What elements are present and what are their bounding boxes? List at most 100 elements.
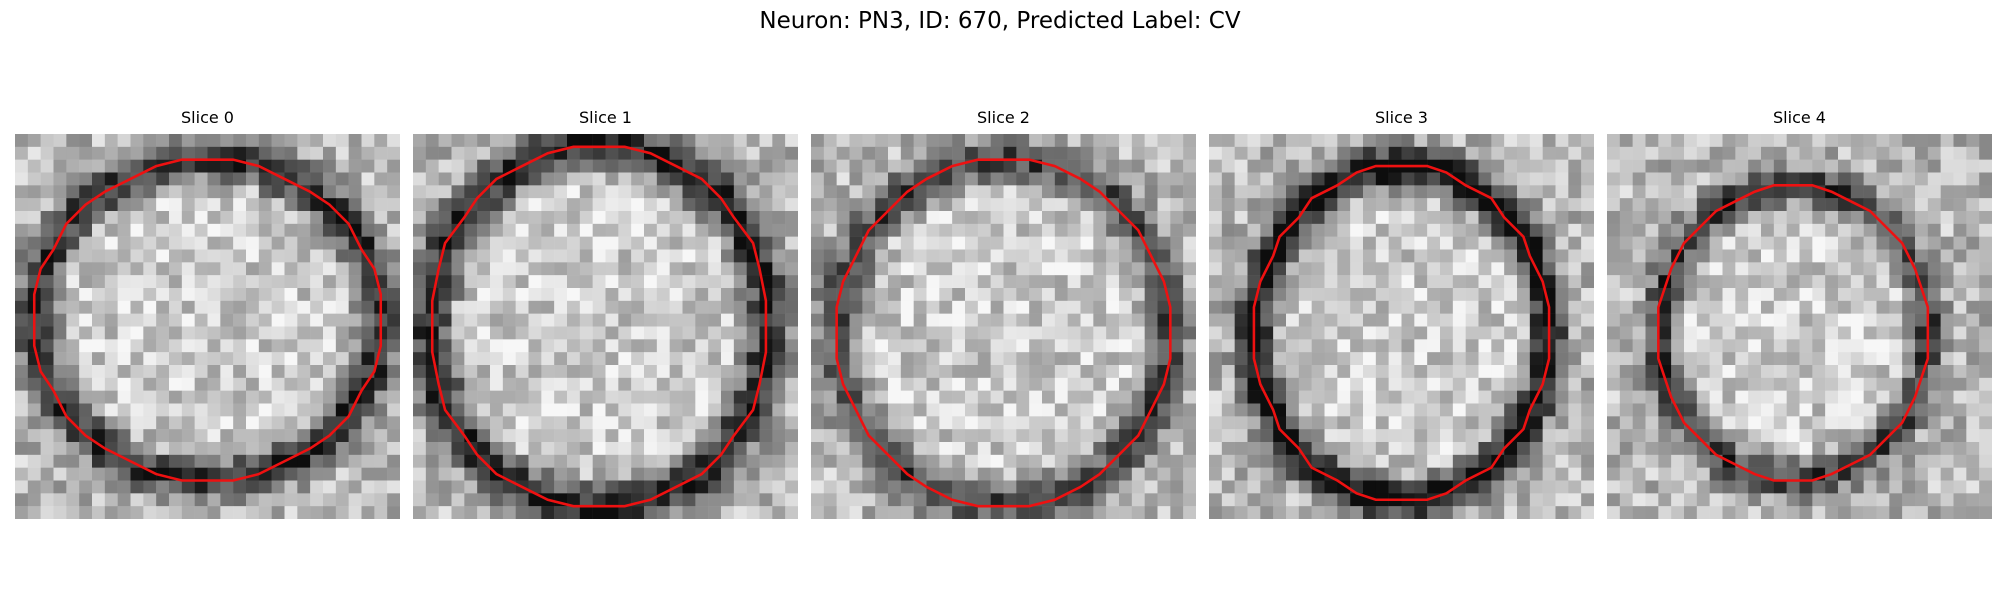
pixel [811,236,825,250]
pixel [656,429,670,443]
pixel [823,185,837,199]
pixel [1940,467,1954,481]
pixel [682,313,696,327]
pixel [374,159,388,173]
pixel [233,313,247,327]
pixel [965,275,979,289]
pixel [849,159,863,173]
pixel [836,480,850,494]
pixel [169,493,183,507]
pixel [1042,339,1056,353]
pixel [1054,275,1068,289]
pixel [1170,185,1184,199]
pixel [644,223,658,237]
pixel [1273,211,1287,225]
pixel [888,429,902,443]
pixel [1324,326,1338,340]
pixel [708,262,722,276]
pixel [977,313,991,327]
pixel [1889,198,1903,212]
pixel [875,172,889,186]
pixel [1119,403,1133,417]
pixel [53,416,67,430]
pixel [1915,300,1929,314]
pixel [413,134,427,148]
pixel [1979,377,1992,391]
pixel [990,480,1004,494]
pixel [977,377,991,391]
pixel [939,352,953,366]
pixel [1863,467,1877,481]
pixel [79,467,93,481]
pixel [1786,403,1800,417]
pixel [900,390,914,404]
pixel [1465,416,1479,430]
pixel [669,493,683,507]
pixel [1388,172,1402,186]
pixel [900,442,914,456]
pixel [1119,467,1133,481]
pixel [1452,339,1466,353]
pixel [708,211,722,225]
pixel [721,159,735,173]
pixel [1170,275,1184,289]
pixel [1298,172,1312,186]
pixel [1144,236,1158,250]
pixel [284,211,298,225]
pixel [1324,377,1338,391]
pixel [1003,134,1017,148]
pixel [1119,390,1133,404]
pixel [605,416,619,430]
pixel [348,146,362,160]
pixel [1209,377,1223,391]
pixel [772,300,786,314]
pixel [271,429,285,443]
pixel [490,288,504,302]
pixel [695,249,709,263]
pixel [1388,313,1402,327]
pixel [644,442,658,456]
pixel [1286,249,1300,263]
pixel [361,506,375,519]
pixel [656,249,670,263]
pixel [323,365,337,379]
pixel [79,223,93,237]
pixel [1581,429,1594,443]
pixel [1350,275,1364,289]
pixel [1773,172,1787,186]
pixel [1221,326,1235,340]
pixel [1298,134,1312,148]
pixel [900,172,914,186]
pixel [990,493,1004,507]
pixel [1555,339,1569,353]
pixel [1234,211,1248,225]
pixel [1054,326,1068,340]
pixel [1658,506,1672,519]
pixel [1709,326,1723,340]
pixel [1440,159,1454,173]
pixel [451,416,465,430]
pixel [515,172,529,186]
pixel [965,339,979,353]
pixel [541,352,555,366]
pixel [1658,262,1672,276]
pixel [169,365,183,379]
pixel [1607,442,1621,456]
pixel [258,313,272,327]
pixel [233,403,247,417]
pixel [53,377,67,391]
pixel [425,223,439,237]
pixel [361,454,375,468]
pixel [862,416,876,430]
pixel [1568,198,1582,212]
pixel [1286,172,1300,186]
pixel [1915,172,1929,186]
pixel [1016,172,1030,186]
pixel [1645,300,1659,314]
pixel [464,236,478,250]
pixel [1812,326,1826,340]
pixel [1568,300,1582,314]
pixel [1157,442,1171,456]
pixel [1093,403,1107,417]
pixel [708,493,722,507]
